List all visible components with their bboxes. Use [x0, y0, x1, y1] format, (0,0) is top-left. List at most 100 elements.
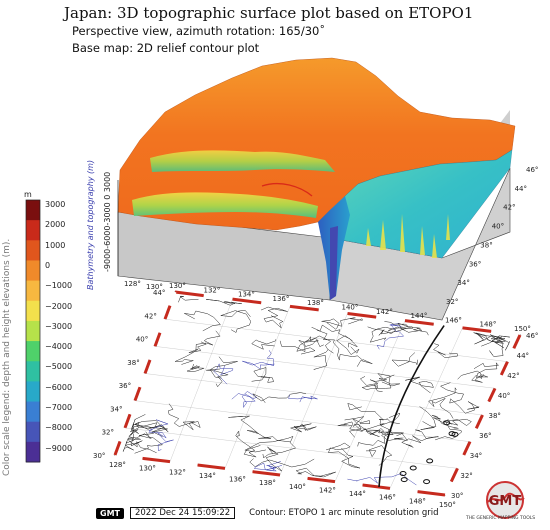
basemap-tick: 30° [93, 452, 105, 460]
surface-lon-tick: 128° [124, 280, 141, 288]
seamount-contour [443, 420, 451, 426]
basemap-tick: 146° [379, 494, 396, 502]
contour-line [138, 425, 166, 439]
frame-stripe [153, 332, 162, 347]
basemap-tick: 130° [139, 465, 156, 473]
contour-line [290, 423, 317, 433]
surface-lat-tick: 32° [446, 298, 458, 306]
surface-lat-tick: 42° [503, 204, 515, 212]
frame-stripe [261, 301, 291, 308]
basemap-tick: 150° [514, 325, 531, 333]
contour-line [242, 350, 275, 370]
subtitle: Perspective view, azimuth rotation: 165/… [72, 24, 326, 38]
frame-stripe [118, 427, 127, 442]
basemap-tick: 40° [498, 392, 510, 400]
contour-line [130, 421, 169, 433]
colorbar-swatch [26, 320, 40, 342]
contour-line [228, 415, 291, 443]
contour-line [168, 403, 201, 431]
frame-stripe [462, 326, 492, 333]
surface-lat-tick: 34° [457, 279, 469, 287]
basemap-tick: 36° [119, 382, 131, 390]
basemap-tick: 144° [349, 490, 366, 498]
basemap-tick: 140° [289, 483, 306, 491]
frame-stripe [491, 329, 521, 337]
basemap-tick: 40° [136, 336, 148, 344]
basemap-tick: 36° [479, 432, 491, 440]
basemap-tick: 32° [460, 472, 472, 480]
contour-line [178, 295, 199, 303]
contour-line [213, 363, 234, 385]
contour-line [379, 412, 404, 441]
basemap-tick-labels: 128° 130° 132° 134° 136° 138° 140° 142° 144° 146°… [93, 282, 538, 509]
colorbar-swatch [26, 421, 40, 443]
basemap-tick: 130° [169, 282, 186, 290]
gmt-badge: GMT [96, 507, 124, 519]
colorbar-label: 2000 [45, 220, 66, 230]
contour-line [296, 335, 334, 355]
frame-stripe [148, 345, 157, 361]
frame-stripe [113, 440, 122, 456]
contour-line [313, 349, 329, 370]
contour-line [431, 414, 459, 429]
surface-lat-tick: 46° [526, 166, 538, 174]
basemap-tick: 128° [109, 461, 126, 469]
contour-line [428, 386, 457, 419]
frame-stripe [456, 454, 466, 469]
contour-line [352, 418, 385, 437]
contour-line [433, 343, 458, 358]
contour-line [209, 356, 238, 379]
frame-stripe [279, 473, 308, 480]
surface-left-lon-ticks: 128° 130° [124, 280, 163, 291]
logo-caption: THE GENERIC MAPPING TOOLS [466, 516, 536, 521]
frame-stripe [169, 460, 198, 467]
seamount-contour [409, 465, 417, 471]
contour-line [391, 352, 419, 367]
seamount-contour [399, 471, 407, 477]
grid-line [124, 427, 458, 469]
surface-lat-tick: 38° [480, 241, 492, 249]
frame-stripe [404, 319, 434, 326]
basemap-tick: 32° [102, 429, 114, 437]
contour-line [205, 299, 243, 306]
frame-stripe [512, 334, 522, 349]
contour-line [361, 373, 395, 392]
basemap-tick: 136° [229, 476, 246, 484]
colorbar-swatch [26, 220, 40, 241]
contour-line [439, 382, 480, 414]
contour-line [457, 370, 488, 383]
contour-line [365, 445, 393, 466]
colorbar-swatch [26, 441, 40, 463]
contour-line [405, 376, 434, 394]
surface-shelf-ridge-2 [132, 192, 318, 218]
basemap-tick: 144° [411, 312, 428, 320]
seamount-contour [426, 458, 434, 464]
basemap-tick: 38° [127, 359, 139, 367]
frame-stripe [318, 308, 348, 315]
frame-stripe [474, 414, 484, 429]
contour-line [380, 321, 413, 335]
basemap-tick: 44° [517, 352, 529, 360]
colorbar-label: −3000 [45, 321, 73, 331]
contour-line [231, 391, 258, 409]
colorbar-label: −5000 [45, 362, 73, 372]
colorbar-swatch [26, 361, 40, 382]
timestamp: 2022 Dec 24 15:09:22 [129, 507, 236, 519]
contour-line [252, 392, 306, 403]
contour-line [253, 461, 283, 472]
frame-stripe [232, 297, 262, 305]
basemap-tick: 134° [238, 291, 255, 299]
frame-stripe [138, 372, 147, 388]
contour-line [251, 339, 277, 350]
surface-trench-deep [330, 226, 338, 300]
frame-stripe [142, 456, 171, 464]
colorbar-swatch [26, 341, 40, 362]
colorbar-label: −1000 [45, 281, 73, 291]
basemap-tick: 30° [451, 492, 463, 500]
frame-stripe [417, 490, 446, 497]
colorbar-label: 1000 [45, 240, 66, 250]
colorbar-title-text: Color scale legend: depth and height ele… [2, 238, 12, 476]
colorbar-swatch [26, 240, 40, 261]
frame-stripe [389, 486, 418, 494]
page-title: Japan: 3D topographic surface plot based… [64, 4, 474, 22]
